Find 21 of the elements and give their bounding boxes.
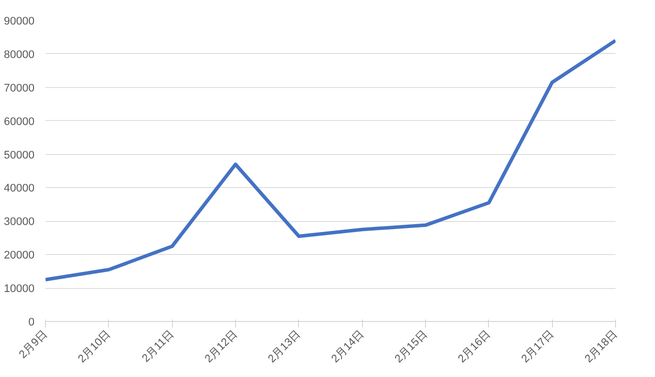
y-tick-label: 90000 bbox=[4, 16, 35, 28]
x-tick-label: 2月15日 bbox=[392, 328, 430, 366]
x-tick-label: 2月14日 bbox=[329, 328, 366, 366]
y-tick-label: 10000 bbox=[4, 283, 35, 296]
x-tick-label: 2月16日 bbox=[456, 328, 494, 366]
y-tick-label: 20000 bbox=[4, 250, 35, 262]
x-tick-label: 2月11日 bbox=[140, 328, 176, 365]
x-tick-label: 2月17日 bbox=[519, 328, 556, 366]
x-tick-label: 2月13日 bbox=[266, 328, 304, 366]
y-tick-label: 30000 bbox=[4, 216, 35, 228]
x-tick-label: 2月10日 bbox=[76, 328, 114, 366]
y-tick-label: 70000 bbox=[4, 82, 35, 94]
y-tick-label: 60000 bbox=[4, 116, 35, 128]
x-tick-label: 2月12日 bbox=[202, 328, 240, 366]
y-tick-label: 0 bbox=[28, 316, 35, 328]
line-series bbox=[46, 38, 616, 282]
y-tick-label: 80000 bbox=[4, 48, 35, 61]
y-tick-label: 50000 bbox=[4, 149, 35, 162]
y-tick-label: 40000 bbox=[4, 182, 35, 195]
x-tick-label: 2月9日 bbox=[17, 328, 50, 361]
x-tick-label: 2月18日 bbox=[582, 328, 620, 366]
